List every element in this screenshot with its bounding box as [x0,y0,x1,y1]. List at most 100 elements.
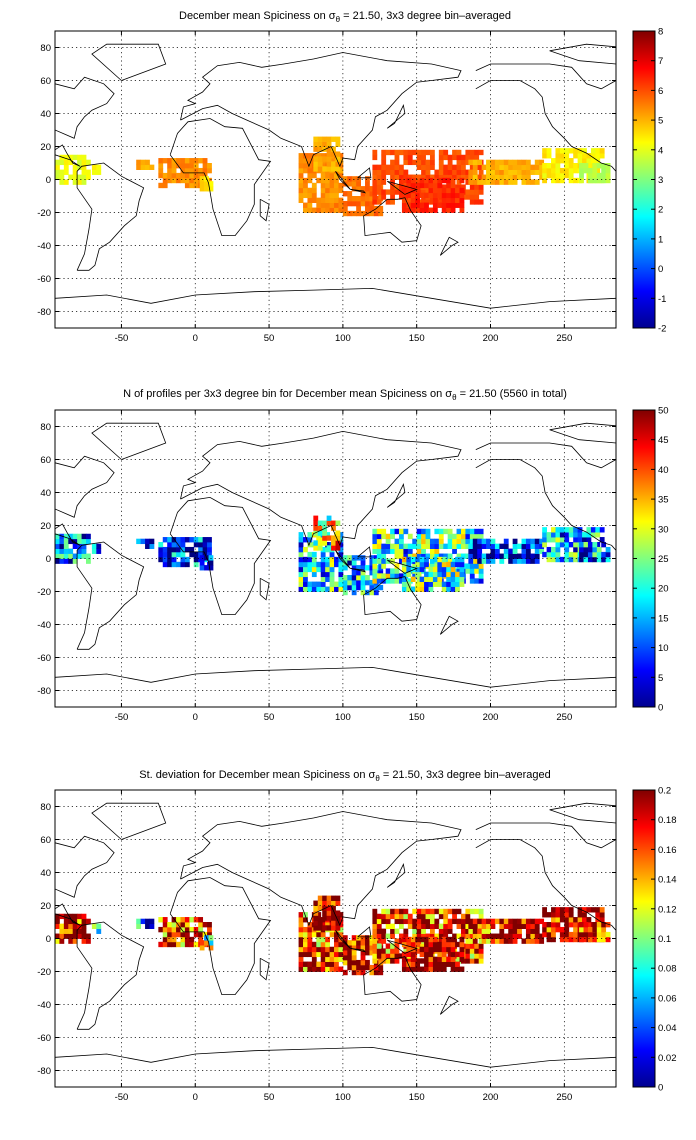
bin-cell [316,961,322,967]
bin-cell [517,558,522,564]
bin-cell [96,923,102,929]
bin-cell [416,553,422,559]
bin-cell [356,945,361,951]
bin-cell [390,948,395,954]
bin-cell [376,933,382,939]
bin-cell [481,164,487,170]
bin-cell [68,538,74,545]
bin-cell [403,528,409,535]
bin-cell [429,928,435,934]
bin-cell [184,167,190,174]
bin-cell [424,961,429,967]
bin-cell [465,149,471,156]
bin-cell [534,538,540,545]
bin-cell [490,174,496,180]
bin-cell [407,533,413,540]
bin-cell [360,964,366,971]
bin-cell [398,169,404,175]
x-tick-label: 0 [193,1092,198,1103]
data-cells [55,515,611,596]
bin-cell [582,917,587,923]
bin-cell [298,926,304,933]
bin-cell [525,928,531,934]
bin-cell [525,933,531,939]
bin-cell [376,179,382,185]
bin-cell [189,926,195,933]
bin-cell [381,933,387,939]
bin-cell [477,933,483,939]
bin-cell [437,956,443,962]
bin-cell [450,936,456,943]
bin-cell [311,172,317,179]
bin-cell [335,540,341,546]
bin-cell [326,166,332,172]
bin-cell [596,922,602,928]
bin-cell [394,953,400,959]
bin-cell [307,172,313,179]
bin-cell [412,573,418,579]
bin-cell [551,931,556,938]
bin-cell [478,189,484,195]
colorbar-tick-label: 0.08 [658,964,677,975]
colorbar-tick-label: 10 [658,643,669,654]
coastline [76,541,145,650]
y-tick-label: 60 [40,76,51,87]
bin-cell [372,913,378,920]
bin-cell [539,538,545,545]
y-tick-label: 40 [40,488,51,499]
bin-cell [508,553,514,559]
bin-cell [68,548,74,554]
bin-cell [171,922,177,928]
bin-cell [465,194,471,200]
colorbar-tick-label: -1 [658,294,666,305]
bin-cell [468,169,474,175]
bin-cell [149,164,155,170]
bin-cell [307,931,313,938]
panel-title: St. deviation for December mean Spicines… [139,769,550,783]
bin-cell [437,966,443,972]
y-tick-label: 80 [40,422,51,433]
bin-cell [86,553,91,559]
bin-cell [416,918,422,925]
bin-cell [373,555,379,561]
bin-cell [298,163,304,169]
bin-cell [446,576,452,582]
bin-cell [573,936,579,943]
bin-cell [398,164,404,170]
bin-cell [469,563,475,569]
bin-cell [198,167,204,174]
bin-cell [452,174,457,180]
bin-cell [601,931,607,938]
colorbar-tick-label: 1 [658,234,663,245]
bin-cell [530,169,536,175]
bin-cell [311,192,317,199]
bin-cell [317,520,323,526]
bin-cell [342,176,348,182]
bin-cell [81,548,87,554]
bin-cell [167,551,173,558]
bin-cell [403,543,409,549]
bin-cell [325,586,330,592]
bin-cell [559,532,565,538]
coastline [439,995,459,1015]
bin-cell [412,553,418,559]
bin-cell [329,571,335,578]
bin-cell [81,923,87,929]
bin-cell [542,922,548,928]
bin-cell [378,570,384,576]
bin-cell [320,956,326,962]
bin-cell [407,548,413,554]
bin-cell [425,189,431,195]
bin-cell [601,172,607,179]
bin-cell [403,908,409,915]
bin-cell [342,191,348,197]
bin-cell [446,946,452,953]
bin-cell [438,933,444,939]
bin-cell [406,556,412,563]
bin-cell [472,918,478,925]
bin-cell [579,556,584,563]
bin-cell [390,169,395,175]
bin-cell [456,169,462,175]
bin-cell [590,907,596,913]
